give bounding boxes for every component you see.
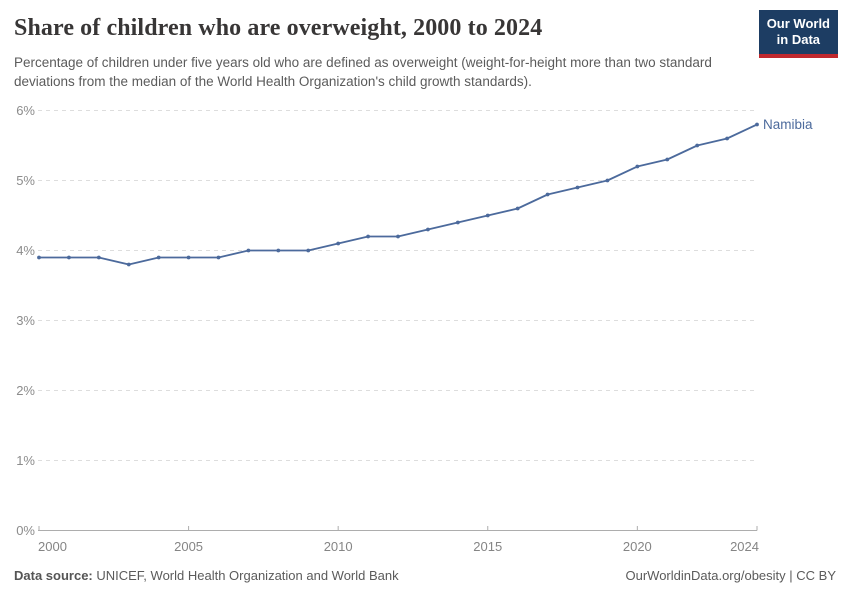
- data-point: [126, 262, 131, 267]
- data-point: [396, 234, 400, 239]
- data-point: [695, 143, 700, 148]
- data-point: [455, 220, 460, 225]
- x-tick-label: 2005: [174, 539, 204, 554]
- data-point: [246, 248, 251, 253]
- data-point: [216, 255, 221, 260]
- data-point: [186, 255, 191, 260]
- owid-logo: Our World in Data: [758, 10, 838, 58]
- logo-line-2: in Data: [776, 32, 821, 48]
- data-source-text: UNICEF, World Health Organization and Wo…: [92, 568, 399, 583]
- data-point: [67, 255, 71, 260]
- data-line-namibia: [38, 123, 758, 266]
- y-tick-label: 1%: [16, 452, 35, 468]
- data-point: [37, 255, 41, 260]
- x-tick-label: 2015: [473, 539, 503, 554]
- data-source-label: Data source:: [14, 568, 93, 583]
- x-tick-label: 2024: [730, 539, 759, 554]
- data-point: [635, 164, 640, 169]
- data-source: Data source: UNICEF, World Health Organi…: [14, 568, 399, 588]
- y-tick-label: 2%: [16, 382, 35, 398]
- data-point: [156, 255, 161, 260]
- data-point: [515, 206, 520, 211]
- data-point: [96, 255, 101, 260]
- y-tick-label: 6%: [16, 102, 35, 118]
- y-tick-label: 0%: [16, 522, 35, 538]
- y-tick-label: 5%: [16, 172, 35, 188]
- y-tick-label: 4%: [16, 242, 35, 258]
- logo-line-1: Our World: [766, 16, 830, 31]
- data-point: [426, 227, 430, 232]
- page-title: Share of children who are overweight, 20…: [14, 15, 543, 41]
- y-tick-label: 3%: [16, 312, 35, 328]
- series-label-namibia: Namibia: [763, 117, 813, 132]
- x-tick-label: 2020: [622, 539, 652, 554]
- x-tick-label: 2010: [323, 539, 353, 554]
- chart-subtitle: Percentage of children under five years …: [14, 55, 712, 89]
- data-point: [545, 192, 550, 197]
- data-point: [276, 248, 281, 253]
- chart-footer: Data source: UNICEF, World Health Organi…: [14, 568, 836, 588]
- x-tick-label: 2000: [38, 539, 67, 554]
- data-point: [755, 122, 759, 127]
- data-point: [605, 178, 610, 183]
- data-point: [725, 136, 729, 141]
- data-point: [366, 234, 370, 239]
- data-point: [665, 157, 670, 162]
- data-point: [336, 241, 341, 246]
- data-point: [575, 185, 580, 190]
- data-point: [485, 213, 490, 218]
- data-point: [306, 248, 311, 253]
- attribution: OurWorldinData.org/obesity | CC BY: [625, 568, 837, 583]
